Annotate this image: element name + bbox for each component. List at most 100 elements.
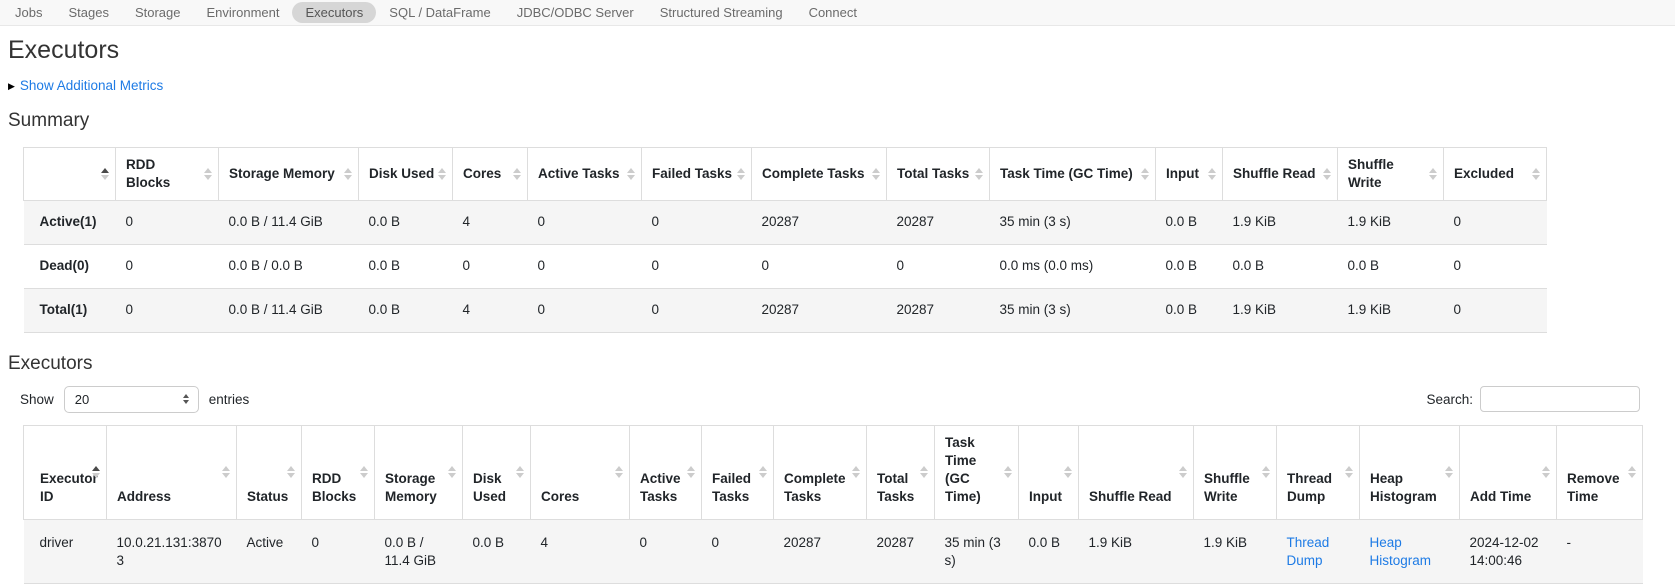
summary-cell: 0 [641,244,752,289]
disk-used-cell: 0.0 B [462,518,531,585]
sort-icon [101,168,109,181]
summary-cell: 0 [751,244,887,289]
summary-cell: 0 [886,244,990,289]
status-cell: Active [236,518,302,585]
exec-col-input[interactable]: Input [1018,424,1079,520]
exec-col-address[interactable]: Address [106,424,237,520]
summary-col-rdd-blocks[interactable]: RDD Blocks [115,146,219,202]
sort-icon [287,466,295,479]
sort-icon [513,168,521,181]
summary-col-active-tasks[interactable]: Active Tasks [527,146,642,202]
exec-col-total-tasks[interactable]: Total Tasks [866,424,935,520]
exec-col-shuffle-write[interactable]: Shuffle Write [1193,424,1277,520]
sort-icon [344,168,352,181]
summary-col-input[interactable]: Input [1155,146,1223,202]
summary-cell: 0.0 B [1155,288,1223,333]
summary-cell: 0 [527,200,642,245]
summary-cell: 0 [641,200,752,245]
search-input[interactable] [1480,386,1640,413]
summary-cell: 0.0 B [358,288,453,333]
summary-cell: 0.0 B [1222,244,1338,289]
row-label: Active(1) [23,200,116,245]
summary-table: RDD Blocks Storage Memory Disk Used Core… [23,146,1547,333]
summary-col-shuffle-write[interactable]: Shuffle Write [1337,146,1444,202]
summary-heading: Summary [8,110,90,131]
heap-histogram-link[interactable]: Heap Histogram [1369,534,1432,569]
summary-col-failed-tasks[interactable]: Failed Tasks [641,146,752,202]
sort-icon [1141,168,1149,181]
nav-tab-jobs[interactable]: Jobs [15,5,43,20]
exec-col-executor-id[interactable]: Executor ID [23,424,107,520]
sort-icon [1004,466,1012,479]
failed-tasks-cell: 0 [701,518,774,585]
summary-row-total: Total(1) 0 0.0 B / 11.4 GiB 0.0 B 4 0 0 … [23,288,1547,333]
summary-col-storage-memory[interactable]: Storage Memory [218,146,359,202]
exec-col-storage-memory[interactable]: Storage Memory [374,424,463,520]
summary-cell: 1.9 KiB [1222,200,1338,245]
nav-tab-connect[interactable]: Connect [808,5,857,20]
summary-col-disk-used[interactable]: Disk Used [358,146,453,202]
summary-col-cores[interactable]: Cores [452,146,528,202]
nav-tab-jdbc-odbc-server[interactable]: JDBC/ODBC Server [516,5,634,20]
exec-col-status[interactable]: Status [236,424,302,520]
exec-col-add-time[interactable]: Add Time [1459,424,1557,520]
sort-icon [759,466,767,479]
summary-cell: 0 [1443,288,1547,333]
summary-cell: 0 [641,288,752,333]
summary-col-shuffle-read[interactable]: Shuffle Read [1222,146,1338,202]
sort-icon [1628,466,1636,479]
exec-col-cores[interactable]: Cores [530,424,630,520]
nav-tab-structured-streaming[interactable]: Structured Streaming [659,5,783,20]
summary-cell: 20287 [886,288,990,333]
summary-cell: 20287 [751,288,887,333]
exec-col-shuffle-read[interactable]: Shuffle Read [1078,424,1194,520]
exec-col-thread-dump[interactable]: Thread Dump [1276,424,1360,520]
select-updown-icon [182,394,189,405]
executor-id-cell: driver [23,518,107,585]
summary-cell: 0.0 B [1337,244,1444,289]
summary-col-excluded[interactable]: Excluded [1443,146,1547,202]
exec-col-active-tasks[interactable]: Active Tasks [629,424,702,520]
rdd-blocks-cell: 0 [301,518,375,585]
sort-icon [1179,466,1187,479]
total-tasks-cell: 20287 [866,518,935,585]
summary-cell: 1.9 KiB [1337,200,1444,245]
page-length-select[interactable]: 20 [63,385,199,413]
exec-col-remove-time[interactable]: Remove Time [1556,424,1643,520]
nav-tab-stages[interactable]: Stages [68,5,109,20]
summary-cell: 0 [1443,244,1547,289]
sort-icon [204,168,212,181]
exec-col-heap-histogram[interactable]: Heap Histogram [1359,424,1460,520]
nav-tab-environment[interactable]: Environment [206,5,280,20]
sort-icon [920,466,928,479]
exec-col-disk-used[interactable]: Disk Used [462,424,531,520]
sort-icon [438,168,446,181]
executors-header-row: Executor ID Address Status RDD Blocks St… [23,424,1643,520]
shuffle-write-cell: 1.9 KiB [1193,518,1277,585]
collapse-arrow-icon: ▶ [8,81,15,91]
top-navbar: Jobs Stages Storage Environment Executor… [0,0,1675,26]
summary-col-blank[interactable] [23,146,116,202]
summary-cell: 0 [527,244,642,289]
nav-tab-executors[interactable]: Executors [292,2,377,23]
nav-tab-storage[interactable]: Storage [134,5,181,20]
exec-col-failed-tasks[interactable]: Failed Tasks [701,424,774,520]
summary-col-task-time[interactable]: Task Time (GC Time) [989,146,1156,202]
summary-col-complete-tasks[interactable]: Complete Tasks [751,146,887,202]
nav-tab-sql-dataframe[interactable]: SQL / DataFrame [389,5,491,20]
sort-icon [627,168,635,181]
exec-col-task-time[interactable]: Task Time (GC Time) [934,424,1019,520]
summary-cell: 0.0 B [1155,200,1223,245]
exec-col-rdd-blocks[interactable]: RDD Blocks [301,424,375,520]
exec-col-complete-tasks[interactable]: Complete Tasks [773,424,867,520]
storage-memory-cell: 0.0 B / 11.4 GiB [374,518,463,585]
thread-dump-link[interactable]: Thread Dump [1286,534,1330,569]
cores-cell: 4 [530,518,630,585]
summary-row-active: Active(1) 0 0.0 B / 11.4 GiB 0.0 B 4 0 0… [23,200,1547,245]
summary-cell: 0.0 B [358,244,453,289]
sort-icon [1323,168,1331,181]
search-label: Search: [1426,391,1473,407]
show-additional-metrics-link[interactable]: ▶ Show Additional Metrics [8,78,163,93]
summary-cell: 0 [115,288,219,333]
summary-col-total-tasks[interactable]: Total Tasks [886,146,990,202]
